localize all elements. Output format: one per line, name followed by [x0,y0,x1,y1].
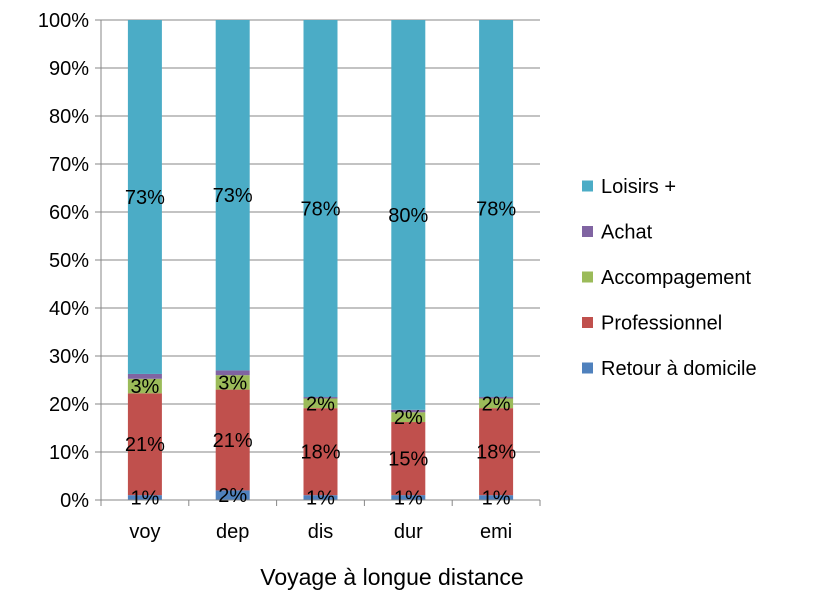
bar-dep-2 [215,375,250,390]
data-label: 21% [213,430,253,452]
y-tick-label: 80% [49,106,89,128]
y-tick-label: 70% [49,154,89,176]
legend-swatch [582,317,593,328]
bar-dur-2 [391,412,426,423]
bar-dis-1 [303,408,338,496]
bar-emi-3 [479,397,514,399]
y-tick-label: 50% [49,250,89,272]
y-tick-label: 10% [49,442,89,464]
data-label: 73% [213,185,253,207]
data-label: 1% [130,488,159,510]
y-tick-label: 40% [49,298,89,320]
bar-dep-1 [215,389,250,491]
y-tick-label: 100% [38,10,89,32]
bars [127,20,514,500]
data-label: 78% [300,199,340,221]
legend-swatch [582,271,593,283]
y-tick-label: 60% [49,202,89,224]
data-label: 18% [476,442,516,464]
data-label: 18% [300,442,340,464]
legend-label: Loisirs + [601,176,676,198]
data-label: 21% [125,434,165,456]
bar-voy-2 [127,378,162,394]
bar-dep-3 [215,370,250,376]
data-label: 1% [482,488,511,510]
x-tick-label: dur [394,521,423,543]
x-tick-label: dep [216,521,249,543]
bar-dis-0 [303,495,338,500]
data-label: 2% [218,485,247,507]
bar-dis-3 [303,397,338,399]
bar-emi-0 [479,495,514,500]
legend-label: Professionnel [601,313,722,335]
bar-dep-4 [215,20,250,371]
y-tick-label: 30% [49,346,89,368]
data-label: 2% [394,407,423,429]
data-labels: 1% 21% 3% 73% 2% 21% 3% 73% 1% 18% 2% 78% 1% 15% 2% 80%… [125,185,516,509]
x-tick-label: dis [308,521,334,543]
data-label: 15% [388,449,428,471]
bar-voy-3 [127,373,162,379]
bar-dis-2 [303,398,338,409]
bar-dep-0 [215,490,250,500]
y-tick-label: 90% [49,58,89,80]
bar-dur-3 [391,409,426,413]
data-label: 1% [306,488,335,510]
data-label: 1% [394,488,423,510]
bar-dur-4 [391,20,426,410]
axes: 0% 10% 20% 30% 40% 50% 60% 70% 80% 90% 100% voy dep d… [38,10,541,543]
bar-voy-0 [127,495,162,500]
legend-swatch [582,362,593,374]
data-label: 78% [476,199,516,221]
x-tick-label: voy [129,521,160,543]
bar-dis-4 [303,20,338,398]
x-tick-label: emi [480,521,512,543]
y-tick-label: 0% [60,490,89,512]
bar-emi-4 [479,20,514,398]
legend-label: Achat [601,222,653,244]
bar-emi-2 [479,398,514,409]
bar-dur-1 [391,422,426,496]
bar-emi-1 [479,408,514,496]
legend: Loisirs + Achat Accompagement Professionnel… [582,176,757,380]
data-label: 80% [388,205,428,227]
data-label: 3% [130,376,159,398]
bar-voy-1 [127,393,162,496]
legend-swatch [582,226,593,237]
x-axis-title: Voyage à longue distance [260,564,523,590]
bar-voy-4 [127,20,162,374]
legend-label: Accompagement [601,267,752,289]
y-tick-label: 20% [49,394,89,416]
data-label: 73% [125,187,165,209]
legend-label: Retour à domicile [601,358,757,380]
data-label: 2% [306,393,335,415]
bar-dur-0 [391,495,426,500]
data-label: 3% [218,372,247,394]
data-label: 2% [482,393,511,415]
legend-swatch [582,180,593,192]
